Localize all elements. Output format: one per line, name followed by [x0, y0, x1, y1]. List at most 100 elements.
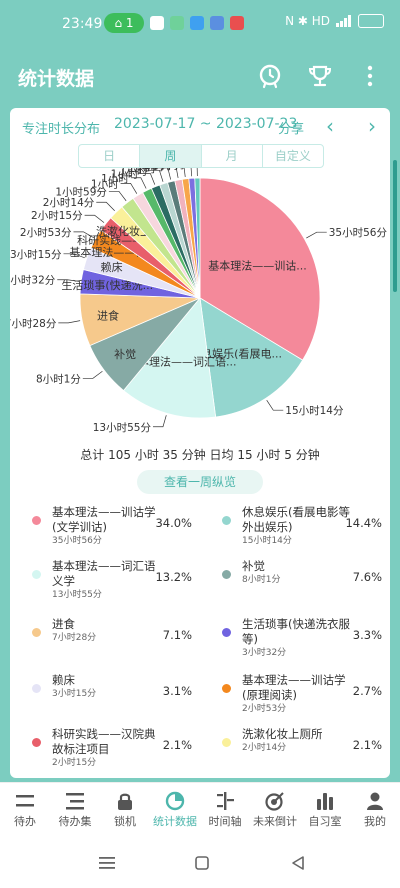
nav-todo[interactable]: 待办	[0, 783, 50, 841]
tab-week[interactable]: 周	[140, 145, 202, 167]
scrollbar[interactable]	[393, 160, 397, 292]
legend-item[interactable]: 休息娱乐(看展电影等外出娱乐) 15小时14分 14.4%	[200, 502, 390, 556]
notification-icon	[170, 16, 184, 30]
date-range-row: 专注时长分布 2023-07-17 ~ 2023-07-23 分享 ‹ ›	[22, 114, 378, 140]
todo-icon	[16, 795, 34, 807]
pie-leader-line	[175, 168, 179, 179]
legend-duration: 35小时56分	[52, 536, 102, 546]
user-icon	[367, 792, 383, 810]
more-icon[interactable]	[356, 62, 384, 90]
pie-duration-label: 1小时	[91, 178, 119, 190]
notification-icon	[210, 16, 224, 30]
pie-duration-label: 1小时	[136, 168, 164, 173]
legend-dot	[32, 738, 41, 747]
legend-duration: 15小时14分	[242, 536, 292, 546]
legend-item[interactable]: 生活琐事(快递洗衣服等) 3小时32分 3.3%	[200, 614, 390, 668]
legend-item[interactable]: 基本理法——训诂学(原理阅读) 2小时53分 2.7%	[200, 670, 390, 724]
legend-percent: 3.3%	[352, 628, 382, 642]
nav-countdown[interactable]: 未来倒计	[250, 783, 300, 841]
pie-duration-label: 1小时	[144, 168, 172, 172]
legend-name: 科研实践——汉院典故标注项目	[52, 727, 156, 756]
nav-label: 锁机	[114, 815, 136, 828]
legend-name: 补觉	[242, 559, 265, 573]
legend-item[interactable]: 洗漱化妆上厕所 2小时14分 2.1%	[200, 724, 390, 778]
tab-month[interactable]: 月	[202, 145, 263, 167]
pie-slice-label: 进食	[97, 308, 119, 322]
pie-duration-label: 1小时	[128, 168, 156, 175]
legend-duration: 2小时15分	[52, 758, 97, 768]
pie-slice[interactable]	[194, 177, 201, 299]
nav-stats[interactable]: 统计数据	[150, 783, 200, 841]
pie-duration-label: 13小时55分	[93, 422, 152, 434]
week-overview-button[interactable]: 查看一周纵览	[137, 470, 263, 494]
nav-label: 我的	[364, 815, 386, 828]
menu-icon[interactable]	[98, 856, 116, 870]
pie-slice[interactable]	[199, 177, 321, 361]
date-range[interactable]: 2023-07-17 ~ 2023-07-23	[114, 116, 298, 132]
legend-item[interactable]: 科研实践——汉院典故标注项目 2小时15分 2.1%	[10, 724, 200, 778]
chevron-left-icon[interactable]: ‹	[326, 114, 334, 138]
nav-timeline[interactable]: 时间轴	[200, 783, 250, 841]
legend-duration: 3小时32分	[242, 648, 287, 658]
legend-name: 基本理法——训诂学(文学训诂)	[52, 505, 156, 534]
nav-lock[interactable]: 锁机	[100, 783, 150, 841]
pie-leader-line	[196, 168, 198, 177]
pie-leader-line	[266, 399, 284, 411]
app-bar: 统计数据	[0, 48, 400, 104]
notification-icons	[150, 16, 244, 30]
pie-duration-label: 35小时56分	[329, 227, 388, 239]
pie-leader-line	[96, 201, 115, 212]
home-icon[interactable]	[194, 855, 210, 871]
legend-percent: 34.0%	[155, 516, 192, 530]
notification-icon	[150, 16, 164, 30]
clock-icon[interactable]	[256, 62, 284, 90]
pie-duration-label: 2小时15分	[31, 210, 83, 222]
chevron-right-icon[interactable]: ›	[368, 114, 376, 138]
legend-item[interactable]: 进食 7小时28分 7.1%	[10, 614, 200, 668]
legend-name: 赖床	[52, 673, 75, 687]
battery-icon	[358, 14, 384, 28]
legend-dot	[32, 628, 41, 637]
wifi-hotspot-badge: ⌂ 1	[104, 13, 144, 33]
pie-duration-label: 1小时	[120, 168, 148, 177]
pie-leader-line	[149, 169, 164, 182]
pie-leader-line	[183, 168, 186, 177]
nav-todo-set[interactable]: 待办集	[50, 783, 100, 841]
trophy-icon[interactable]	[306, 62, 334, 90]
timeline-icon	[217, 792, 234, 810]
pie-slice[interactable]	[123, 297, 217, 419]
period-tabs: 日 周 月 自定义	[78, 144, 324, 168]
legend-dot	[222, 516, 231, 525]
legend-item[interactable]: 基本理法——词汇语义学 13小时55分 13.2%	[10, 556, 200, 610]
nav-study-room[interactable]: 自习室	[300, 783, 350, 841]
nav-profile[interactable]: 我的	[350, 783, 400, 841]
legend-item[interactable]: 赖床 3小时15分 3.1%	[10, 670, 200, 724]
pie-leader-line	[82, 370, 103, 379]
page-title: 统计数据	[18, 68, 95, 90]
legend-dot	[32, 570, 41, 579]
legend-item[interactable]: 补觉 8小时1分 7.6%	[200, 556, 390, 610]
pie-leader-line	[130, 177, 147, 189]
legend-percent: 7.6%	[352, 570, 382, 584]
legend-dot	[32, 516, 41, 525]
pie-slice[interactable]	[199, 297, 304, 418]
pie-leader-line	[140, 173, 156, 185]
legend-dot	[222, 570, 231, 579]
nav-label: 待办	[14, 815, 36, 828]
bottom-nav: 待办 待办集 锁机 统计数据 时间轴 未来倒计 自习室 我的	[0, 782, 400, 841]
tab-custom[interactable]: 自定义	[274, 149, 311, 163]
pie-duration-label: 15小时14分	[285, 405, 344, 417]
back-icon[interactable]	[290, 855, 306, 871]
legend-duration: 2小时53分	[242, 704, 287, 714]
pie-leader-line	[57, 279, 80, 282]
legend-name: 基本理法——训诂学(原理阅读)	[242, 673, 346, 702]
summary-text: 总计 105 小时 35 分钟 日均 15 小时 5 分钟	[80, 448, 320, 462]
pie-slice-label: 生活琐事(快递洗...	[61, 278, 153, 292]
tab-day[interactable]: 日	[79, 145, 141, 167]
legend-percent: 2.1%	[352, 738, 382, 752]
pie-leader-line	[84, 214, 105, 223]
pie-chart-icon	[165, 791, 185, 811]
share-button[interactable]: 分享	[278, 122, 305, 137]
legend-item[interactable]: 基本理法——训诂学(文学训诂) 35小时56分 34.0%	[10, 502, 200, 556]
